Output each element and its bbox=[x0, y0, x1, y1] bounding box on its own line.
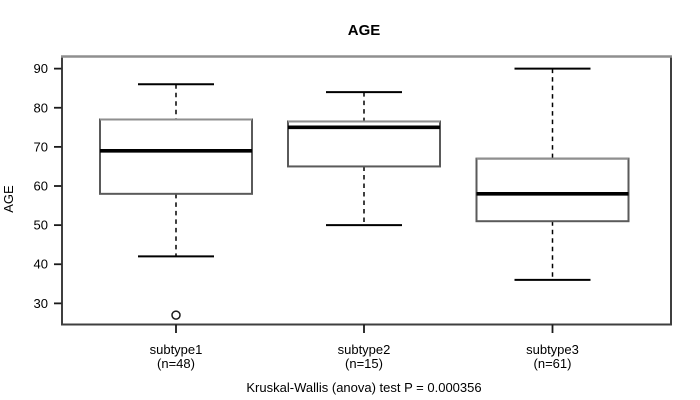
plot-frame bbox=[61, 55, 672, 326]
y-tick-label: 80 bbox=[34, 100, 48, 115]
x-category-label: subtype1 bbox=[150, 342, 203, 357]
x-category-label: subtype2 bbox=[338, 342, 391, 357]
outlier-point-subtype1 bbox=[171, 310, 181, 320]
x-category-sublabel: (n=48) bbox=[157, 356, 195, 371]
y-tick-label: 60 bbox=[34, 179, 48, 194]
x-category-sublabel: (n=15) bbox=[345, 356, 383, 371]
kruskal-wallis-annotation: Kruskal-Wallis (anova) test P = 0.000356 bbox=[246, 380, 481, 395]
y-tick-label: 30 bbox=[34, 296, 48, 311]
chart-title: AGE bbox=[348, 22, 381, 39]
iqr-box-subtype3 bbox=[475, 157, 630, 223]
y-axis-label: AGE bbox=[1, 185, 16, 213]
y-tick-label: 70 bbox=[34, 139, 48, 154]
iqr-box-subtype1 bbox=[99, 118, 253, 195]
y-tick-label: 50 bbox=[34, 218, 48, 233]
plot-content: 30 40 50 60 70 80 90 subtype1(n=48) subtype2(n=1… bbox=[34, 61, 630, 371]
x-category-label: subtype3 bbox=[526, 342, 579, 357]
y-tick-label: 90 bbox=[34, 61, 48, 76]
x-category-sublabel: (n=61) bbox=[534, 356, 572, 371]
y-tick-label: 40 bbox=[34, 257, 48, 272]
